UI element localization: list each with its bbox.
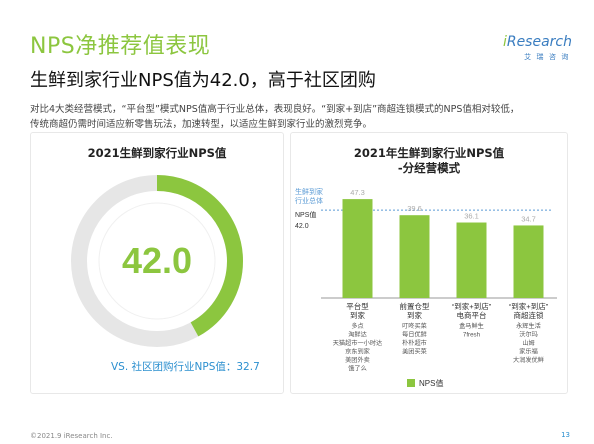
- bar-value-label-4: 34.7: [521, 214, 536, 223]
- category-label-3-line-1: “到家+到店”: [452, 301, 492, 311]
- category-label-4-line-2: 商超连锁: [514, 310, 544, 320]
- category-label-1-line-1: 平台型: [346, 301, 369, 311]
- donut-value: 42.0: [122, 240, 192, 281]
- headline: 生鲜到家行业NPS值为42.0，高于社区团购: [30, 70, 376, 91]
- mode-chart-subtitle: -分经营模式: [397, 161, 461, 175]
- reference-label-line-2: 行业总体: [295, 196, 323, 205]
- legend-label: NPS值: [419, 378, 443, 388]
- bar-value-label-2: 39.6: [407, 204, 422, 213]
- mode-chart-title: 2021年生鲜到家行业NPS值: [353, 146, 505, 160]
- category-sublabel-2-4: 美团买菜: [402, 348, 427, 356]
- reference-axis-label: NPS值: [295, 210, 316, 219]
- category-sublabel-4-1: 永辉生活: [516, 322, 541, 330]
- category-sublabel-4-5: 大润发优鲜: [513, 356, 544, 364]
- category-sublabel-1-5: 美团外卖: [345, 356, 370, 364]
- iresearch-logo: iResearch 艾 瑞 咨 询: [496, 34, 572, 68]
- industry-nps-panel: 2021生鲜到家行业NPS值 42.0 VS. 社区团购行业NPS值：32.7: [30, 132, 284, 394]
- bar-4: [513, 225, 544, 298]
- donut-value-arc: [71, 175, 243, 347]
- category-sublabel-2-3: 朴朴超市: [402, 339, 427, 347]
- legend-swatch: [407, 379, 415, 387]
- footer-copyright: ©2021.9 iResearch Inc.: [30, 432, 113, 440]
- category-label-2-line-2: 到家: [407, 310, 422, 320]
- category-label-1-line-2: 到家: [350, 310, 365, 320]
- category-sublabel-3-2: 7fresh: [463, 332, 481, 339]
- logo-i: i: [502, 34, 507, 50]
- bar-value-label-3: 36.1: [464, 212, 479, 221]
- category-sublabel-1-2: 淘鲜达: [348, 331, 367, 339]
- bar-value-label-1: 47.3: [350, 188, 365, 197]
- body-text-line-2: 传统商超仍需时间适应新零售玩法，加速转型，以适应生鲜到家行业的激烈竞争。: [30, 119, 373, 130]
- reference-axis-value: 42.0: [295, 223, 309, 230]
- mode-nps-panel: 2021年生鲜到家行业NPS值 -分经营模式 生鲜到家 行业总体 NPS值 42.0 4…: [290, 132, 568, 394]
- category-sublabel-1-6: 饿了么: [348, 365, 367, 373]
- bar-chart: 生鲜到家行业总体NPS值42.047.3平台型到家多点淘鲜达天猫超市一小时达京东…: [295, 187, 557, 388]
- category-label-2-line-1: 前置仓型: [400, 301, 430, 311]
- donut-chart: 42.0: [71, 175, 243, 347]
- bar-1: [342, 199, 373, 298]
- category-sublabel-1-4: 京东到家: [345, 348, 370, 356]
- logo-rest: Research: [506, 34, 572, 50]
- slide-title: NPS净推荐值表现: [30, 34, 211, 59]
- category-label-3-line-2: 电商平台: [457, 310, 487, 320]
- industry-nps-title: 2021生鲜到家行业NPS值: [87, 146, 227, 160]
- category-label-4-line-1: “到家+到店”: [509, 301, 549, 311]
- category-sublabel-4-2: 沃尔玛: [519, 331, 538, 339]
- category-sublabel-2-1: 叮咚买菜: [402, 322, 427, 330]
- category-sublabel-3-1: 盒马鲜生: [459, 322, 484, 330]
- logo-wordmark: iResearch: [503, 34, 572, 50]
- bar-3: [456, 222, 487, 298]
- bar-2: [399, 215, 430, 298]
- category-sublabel-2-2: 每日优鲜: [402, 331, 427, 339]
- body-text-line-1: 对比4大类经营模式，“平台型”模式NPS值高于行业总体，表现良好。“到家+到店”…: [30, 104, 520, 115]
- donut-inner-ring: [98, 202, 216, 320]
- category-sublabel-4-4: 家乐福: [519, 348, 538, 356]
- category-sublabel-4-3: 山姆: [522, 339, 534, 347]
- page-number: 13: [561, 431, 570, 439]
- category-sublabel-1-3: 天猫超市一小时达: [333, 339, 383, 347]
- logo-chinese: 艾 瑞 咨 询: [524, 53, 570, 61]
- community-groupbuy-comparison: VS. 社区团购行业NPS值：32.7: [111, 361, 260, 373]
- category-sublabel-1-1: 多点: [351, 322, 363, 330]
- reference-label-line-1: 生鲜到家: [295, 187, 323, 196]
